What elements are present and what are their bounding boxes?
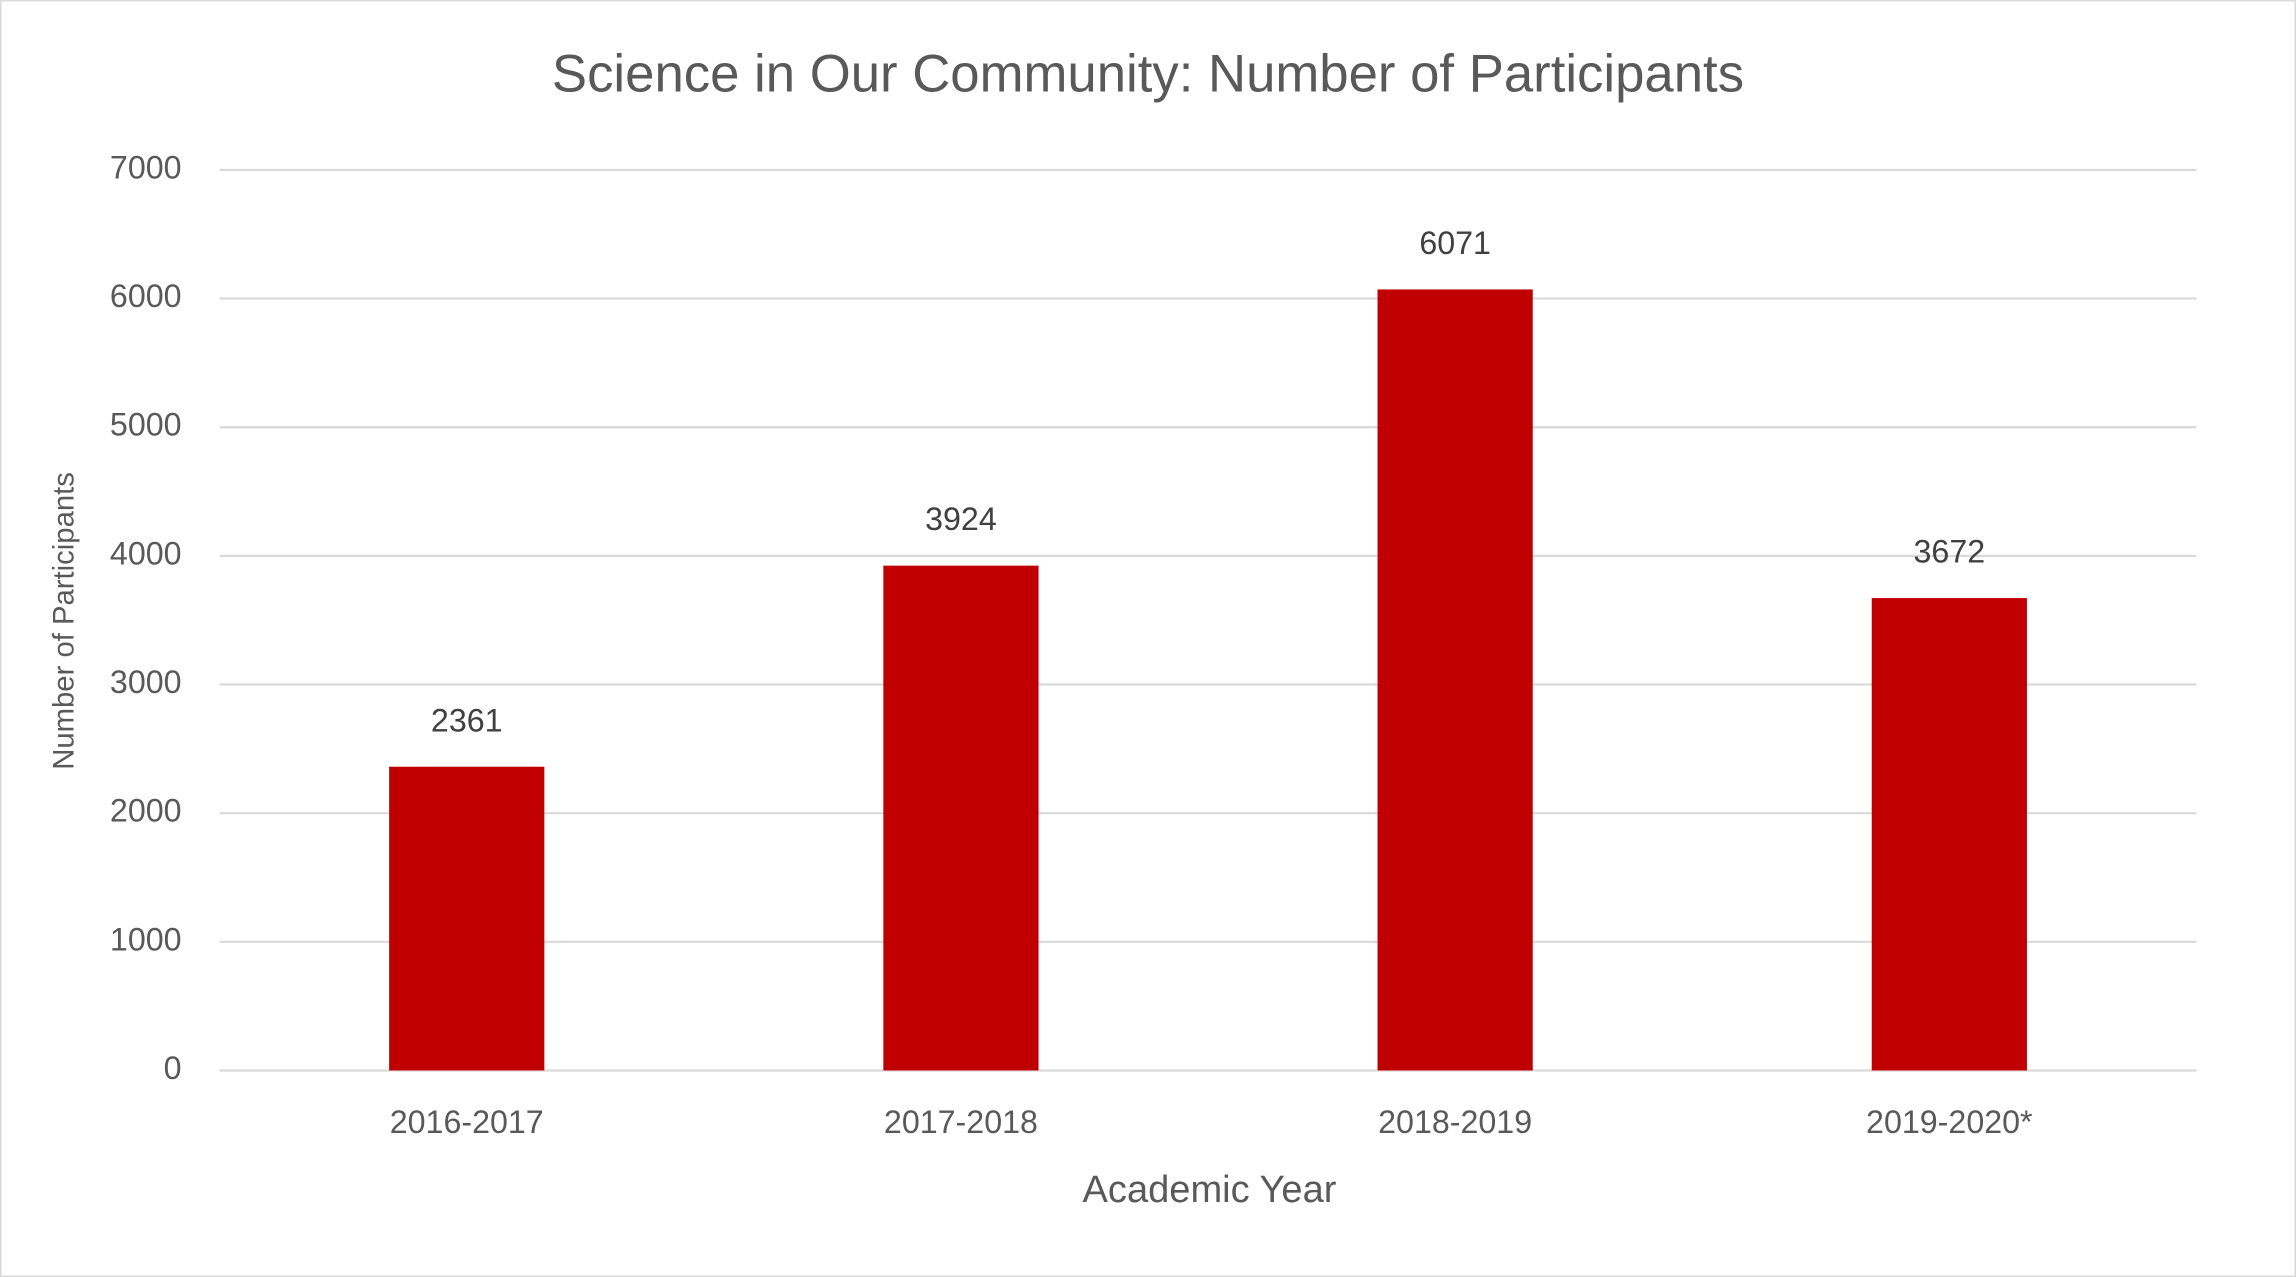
chart-title: Science in Our Community: Number of Part… bbox=[552, 45, 1744, 104]
y-axis-label: Number of Participants bbox=[48, 472, 81, 770]
y-tick-label: 6000 bbox=[110, 278, 182, 314]
y-tick-label: 3000 bbox=[110, 664, 182, 700]
y-tick-label: 1000 bbox=[110, 921, 182, 957]
bar bbox=[1377, 289, 1533, 1071]
bar bbox=[883, 565, 1039, 1071]
x-tick-label: 2019-2020* bbox=[1866, 1104, 2033, 1140]
data-label: 6071 bbox=[1419, 225, 1491, 261]
y-tick-label: 2000 bbox=[110, 793, 182, 829]
y-tick-label: 4000 bbox=[110, 535, 182, 571]
y-tick-label: 7000 bbox=[110, 149, 182, 185]
x-tick-label: 2016-2017 bbox=[390, 1104, 544, 1140]
y-tick-label: 0 bbox=[164, 1050, 182, 1086]
y-tick-label: 5000 bbox=[110, 407, 182, 443]
data-label: 2361 bbox=[431, 702, 503, 738]
data-label: 3924 bbox=[925, 501, 997, 537]
x-tick-label: 2018-2019 bbox=[1378, 1104, 1532, 1140]
bar bbox=[389, 766, 545, 1071]
x-axis-label: Academic Year bbox=[1083, 1169, 1337, 1211]
x-tick-label: 2017-2018 bbox=[884, 1104, 1038, 1140]
data-label: 3672 bbox=[1914, 534, 1986, 570]
bar bbox=[1871, 598, 2027, 1071]
